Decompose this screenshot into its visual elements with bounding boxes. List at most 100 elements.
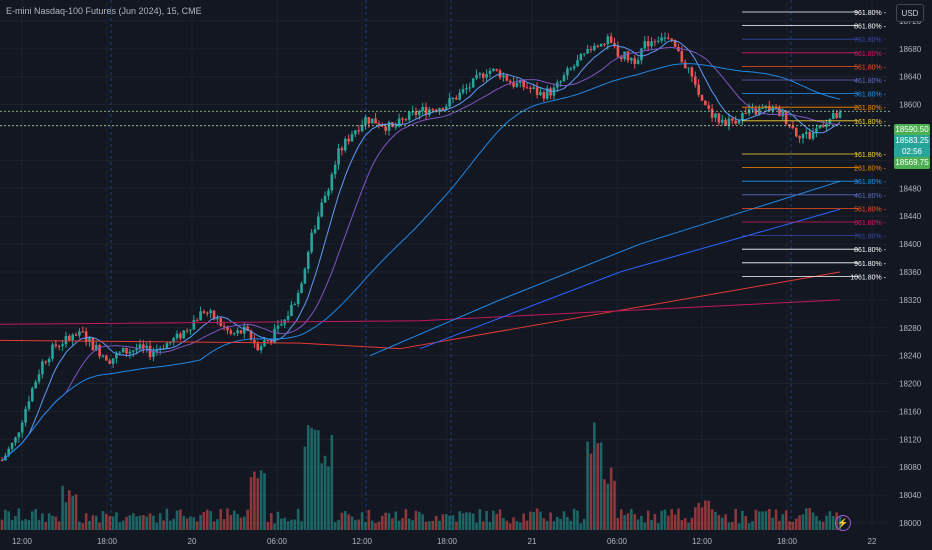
candle-body bbox=[354, 130, 357, 135]
volume-bar bbox=[663, 509, 667, 530]
volume-bar bbox=[286, 521, 290, 530]
candle-body bbox=[317, 216, 320, 230]
volume-bar bbox=[468, 512, 472, 530]
volume-bar bbox=[209, 510, 212, 530]
candle-body bbox=[303, 268, 307, 284]
x-tick-label: 12:00 bbox=[692, 537, 713, 546]
candle-body bbox=[586, 49, 589, 54]
candle-body bbox=[337, 148, 340, 165]
price-tag: 18583.25 bbox=[894, 135, 930, 147]
candle-body bbox=[778, 107, 781, 117]
volume-bar bbox=[418, 511, 421, 530]
fib-level-label: 1061.80% - bbox=[850, 274, 886, 281]
candle-body bbox=[243, 326, 246, 334]
candle-body bbox=[717, 113, 721, 123]
volume-bar bbox=[320, 463, 324, 530]
candle-body bbox=[838, 111, 842, 118]
candle-body bbox=[216, 318, 219, 320]
volume-bar bbox=[229, 514, 233, 530]
candle-body bbox=[111, 358, 115, 364]
volume-bar bbox=[380, 515, 384, 530]
volume-bar bbox=[754, 509, 758, 530]
candle-body bbox=[421, 106, 424, 111]
volume-bar bbox=[216, 519, 219, 530]
candle-body bbox=[481, 73, 485, 78]
candle-body bbox=[57, 345, 61, 347]
candle-body bbox=[640, 48, 643, 61]
y-tick-label: 18200 bbox=[899, 380, 922, 389]
volume-bar bbox=[401, 518, 404, 530]
candle-body bbox=[313, 229, 317, 233]
fib-level-label: 361.80% - bbox=[854, 179, 887, 186]
candle-body bbox=[51, 344, 54, 359]
candle-body bbox=[152, 351, 155, 357]
volume-bar bbox=[179, 509, 182, 530]
volume-bar bbox=[771, 517, 774, 530]
volume-bar bbox=[498, 509, 502, 530]
volume-bar bbox=[27, 519, 31, 530]
candle-body bbox=[660, 37, 663, 41]
volume-bar bbox=[586, 441, 589, 530]
volume-bar bbox=[360, 512, 364, 530]
candle-body bbox=[84, 331, 88, 343]
volume-bar bbox=[391, 518, 394, 530]
candle-body bbox=[276, 325, 280, 329]
volume-bar bbox=[471, 513, 475, 530]
currency-button[interactable]: USD bbox=[896, 4, 924, 22]
lightning-icon[interactable]: ⚡ bbox=[835, 515, 851, 531]
volume-bar bbox=[259, 470, 263, 530]
candle-body bbox=[828, 119, 832, 124]
candle-body bbox=[532, 87, 536, 89]
candle-body bbox=[360, 124, 364, 132]
volume-bar bbox=[778, 520, 781, 530]
volume-bar bbox=[693, 507, 697, 530]
y-tick-label: 18360 bbox=[899, 268, 922, 277]
y-tick-label: 18240 bbox=[899, 352, 922, 361]
volume-bar bbox=[162, 520, 165, 530]
volume-bar bbox=[478, 509, 482, 530]
candle-body bbox=[525, 87, 529, 89]
candle-body bbox=[10, 442, 14, 449]
candle-body bbox=[582, 53, 586, 55]
volume-bar bbox=[616, 518, 620, 530]
volume-bar bbox=[182, 515, 186, 530]
candle-body bbox=[246, 326, 249, 331]
volume-bar bbox=[798, 515, 801, 530]
volume-bar bbox=[68, 490, 71, 530]
volume-bar bbox=[650, 519, 653, 530]
candle-body bbox=[673, 39, 677, 48]
volume-bar bbox=[212, 521, 216, 530]
candle-body bbox=[663, 37, 667, 39]
candle-body bbox=[391, 122, 394, 127]
fib-level-label: 261.80% - bbox=[854, 105, 887, 112]
volume-bar bbox=[145, 516, 149, 530]
candle-body bbox=[468, 87, 472, 89]
volume-bar bbox=[175, 510, 179, 530]
candle-body bbox=[653, 41, 657, 43]
volume-bar bbox=[317, 430, 320, 530]
volume-bar bbox=[7, 511, 11, 530]
volume-bar bbox=[350, 516, 354, 530]
volume-bar bbox=[354, 519, 357, 530]
candle-body bbox=[714, 113, 717, 118]
volume-bar bbox=[683, 518, 687, 530]
candle-body bbox=[589, 49, 593, 51]
volume-bar bbox=[569, 520, 573, 530]
candle-body bbox=[630, 58, 633, 61]
volume-bar bbox=[599, 442, 603, 530]
candle-body bbox=[441, 108, 445, 111]
volume-bar bbox=[394, 511, 398, 530]
volume-bar bbox=[192, 517, 196, 530]
volume-bar bbox=[741, 510, 744, 530]
volume-bar bbox=[518, 522, 522, 530]
candle-body bbox=[619, 56, 623, 60]
volume-bar bbox=[502, 518, 505, 530]
volume-bar bbox=[10, 519, 14, 530]
price-tag: 18590.50 bbox=[894, 124, 930, 136]
volume-bar bbox=[542, 518, 546, 530]
volume-bar bbox=[818, 520, 822, 530]
candle-body bbox=[131, 350, 135, 352]
volume-bar bbox=[323, 455, 327, 530]
volume-bar bbox=[411, 520, 414, 530]
